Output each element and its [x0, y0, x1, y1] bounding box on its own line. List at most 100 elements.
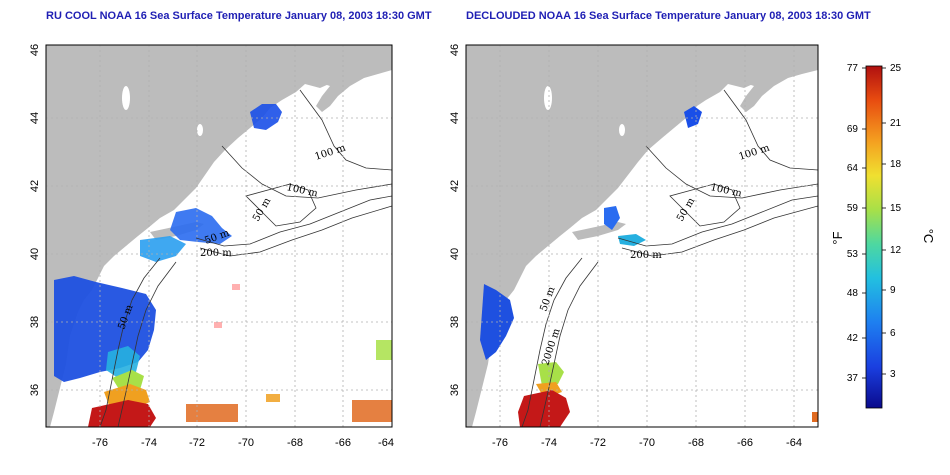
colorbar-gradient	[865, 65, 883, 409]
colorbar-c-label: 3	[890, 369, 896, 380]
left-map-title: RU COOL NOAA 16 Sea Surface Temperature …	[46, 10, 432, 22]
left-x-tick: -64	[378, 437, 394, 449]
left-y-tick: 46	[29, 44, 41, 56]
colorbar-c-label: 9	[890, 285, 896, 296]
colorbar-fahrenheit-unit: °F	[830, 231, 845, 244]
right-map-contour-line	[669, 183, 741, 227]
colorbar-f-label: 64	[847, 163, 859, 174]
left-map-contour-line	[221, 145, 392, 199]
right-map-frame	[465, 44, 819, 428]
left-map-frame	[45, 44, 393, 428]
left-map-sst-patch	[186, 404, 238, 422]
right-y-axis: 36 38 40 42 44 46	[449, 44, 461, 396]
left-contour-label: 200 m	[200, 248, 232, 259]
left-y-tick: 38	[29, 316, 41, 328]
right-x-tick: -76	[492, 437, 508, 449]
colorbar-c-label: 12	[890, 245, 902, 256]
left-map-lake	[122, 86, 130, 110]
colorbar-f-label: 53	[847, 249, 859, 260]
left-x-tick: -76	[92, 437, 108, 449]
left-x-tick: -72	[189, 437, 205, 449]
right-map-lake	[619, 124, 625, 136]
colorbar-c-label: 6	[890, 328, 896, 339]
left-map-contour-line	[299, 89, 392, 171]
colorbar-ticks	[862, 67, 886, 379]
colorbar-c-label: 15	[890, 203, 902, 214]
left-map-contour-line	[99, 257, 161, 427]
right-y-tick: 38	[449, 316, 461, 328]
right-map-sst-patch	[618, 234, 646, 246]
right-map-contour-line	[645, 145, 818, 199]
left-map: 100 m 100 m 50 m 200 m 50 m 50 m -76 -74…	[29, 44, 394, 449]
left-x-tick: -74	[141, 437, 157, 449]
left-map-sst-patch	[376, 340, 392, 360]
right-x-tick: -64	[786, 437, 802, 449]
left-map-sst-patch	[214, 322, 222, 328]
left-map-sst-patch	[104, 384, 150, 408]
right-contour-label: 200 m	[630, 250, 662, 261]
right-map-contour-line	[621, 205, 818, 257]
colorbar-f-label: 42	[847, 333, 859, 344]
right-x-tick: -68	[688, 437, 704, 449]
right-map-contour-line	[521, 257, 583, 427]
left-map-contour-line	[117, 261, 177, 427]
left-y-tick: 36	[29, 384, 41, 396]
left-map-sst-patch	[352, 400, 392, 422]
left-x-axis: -76 -74 -72 -70 -68 -66 -64	[92, 437, 394, 449]
left-y-tick: 42	[29, 180, 41, 192]
colorbar-f-label: 77	[847, 63, 859, 74]
right-x-tick: -70	[639, 437, 655, 449]
left-map-sst-patch	[170, 208, 232, 244]
left-map-sst-patch	[266, 394, 280, 402]
left-x-tick: -70	[238, 437, 254, 449]
left-map-contour-line	[199, 205, 392, 257]
colorbar-c-label: 18	[890, 159, 902, 170]
colorbar-celsius-unit: °C	[921, 229, 936, 244]
left-y-tick: 44	[29, 112, 41, 124]
right-y-tick: 44	[449, 112, 461, 124]
left-map-grid	[46, 45, 392, 427]
right-y-tick: 40	[449, 248, 461, 260]
right-x-tick: -66	[737, 437, 753, 449]
left-y-tick: 40	[29, 248, 41, 260]
colorbar-f-label: 59	[847, 203, 859, 214]
left-map-sst-patch	[250, 104, 282, 130]
right-y-tick: 46	[449, 44, 461, 56]
left-map-contour-line	[195, 195, 392, 247]
right-x-tick: -74	[541, 437, 557, 449]
right-map-sst-patch	[812, 412, 818, 422]
left-map-contour-line	[245, 183, 317, 227]
left-map-lake	[197, 124, 203, 136]
colorbar: 77 69 64 59 53 48 42 37 25 21 18 15 12 9…	[830, 63, 936, 409]
right-map-land-mainland	[466, 45, 818, 427]
right-y-tick: 42	[449, 180, 461, 192]
right-map-land-novascotia	[720, 45, 818, 112]
right-map-contour-line	[723, 89, 818, 171]
colorbar-f-label: 48	[847, 288, 859, 299]
right-map-contour-line	[617, 195, 818, 247]
right-x-tick: -72	[590, 437, 606, 449]
right-map-contour-line	[539, 261, 599, 427]
right-map-sst-patch	[684, 106, 702, 128]
right-map-lake	[544, 86, 552, 110]
right-map-sst-patch	[604, 206, 620, 230]
right-map-title: DECLOUDED NOAA 16 Sea Surface Temperatur…	[466, 10, 871, 22]
colorbar-c-label: 25	[890, 63, 902, 74]
right-x-axis: -76 -74 -72 -70 -68 -66 -64	[492, 437, 802, 449]
left-map-sst-patch	[88, 400, 156, 427]
colorbar-f-label: 69	[847, 124, 859, 135]
left-x-tick: -66	[335, 437, 351, 449]
left-map-sst-patch	[232, 284, 240, 290]
left-y-axis: 36 38 40 42 44 46	[29, 44, 41, 396]
colorbar-c-label: 21	[890, 118, 902, 129]
right-y-tick: 36	[449, 384, 461, 396]
left-map-sst-patch	[106, 346, 140, 378]
right-map: 100 m 100 m 50 m 200 m 50 m 2000 m -76 -…	[449, 44, 819, 449]
left-map-sst-patch	[140, 236, 186, 262]
colorbar-f-label: 37	[847, 373, 859, 384]
left-map-land-mainland	[46, 45, 392, 427]
right-map-sst-patch	[538, 362, 564, 386]
left-x-tick: -68	[287, 437, 303, 449]
left-map-land-novascotia	[296, 45, 392, 112]
